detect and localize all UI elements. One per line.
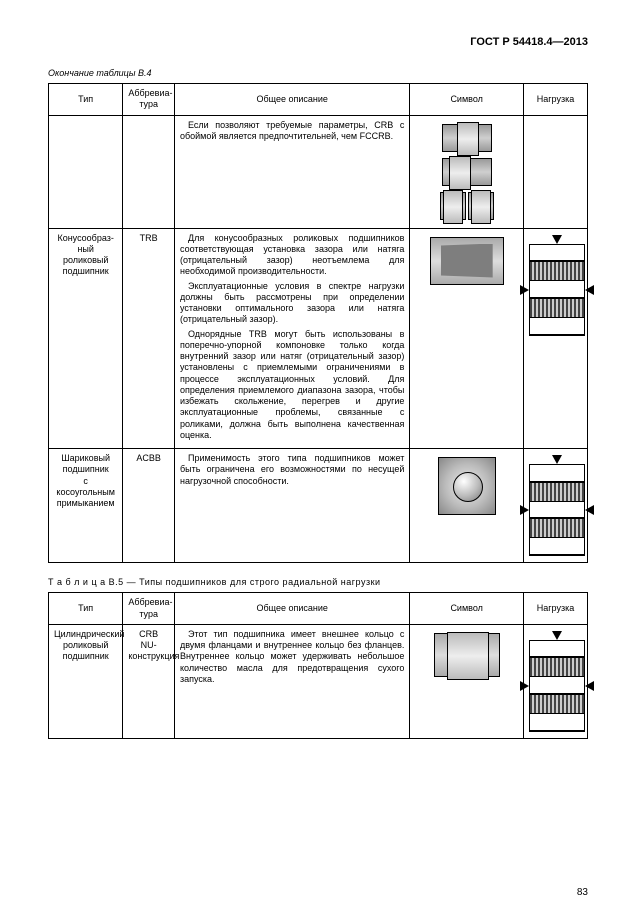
crb_set-symbol <box>415 120 518 224</box>
table-b4-body: Если позволяют требуемые параметры, CRB … <box>49 115 588 563</box>
abbr-cell <box>123 115 175 228</box>
desc-cell: Применимость этого типа подшипников може… <box>174 449 409 563</box>
desc-cell: Если позволяют требуемые параметры, CRB … <box>174 115 409 228</box>
col-header-load: Нагрузка <box>523 593 587 625</box>
radial-load-diagram <box>529 631 585 732</box>
doc-id: ГОСТ Р 54418.4—2013 <box>48 36 588 50</box>
axial_radial-load-diagram <box>529 235 585 336</box>
symbol-cell <box>410 449 524 563</box>
col-header-type: Тип <box>49 593 123 625</box>
table-row: Шариковый подшипник с косоугольным примы… <box>49 449 588 563</box>
desc-paragraph: Если позволяют требуемые параметры, CRB … <box>180 120 404 143</box>
table-header-row: Тип Аббревиа- тура Общее описание Символ… <box>49 593 588 625</box>
desc-cell: Этот тип подшипника имеет внешнее кольцо… <box>174 624 409 738</box>
col-header-desc: Общее описание <box>174 593 409 625</box>
table-header-row: Тип Аббревиа- тура Общее описание Символ… <box>49 84 588 116</box>
desc-paragraph: Однорядные TRB могут быть использованы в… <box>180 329 404 442</box>
desc-paragraph: Этот тип подшипника имеет внешнее кольцо… <box>180 629 404 685</box>
desc-paragraph: Для конусообразных роликовых подшипников… <box>180 233 404 278</box>
load-cell <box>523 449 587 563</box>
type-cell: Шариковый подшипник с косоугольным примы… <box>49 449 123 563</box>
load-cell <box>523 624 587 738</box>
abbr-cell: CRB NU- конструкция <box>123 624 175 738</box>
type-cell <box>49 115 123 228</box>
col-header-symbol: Символ <box>410 84 524 116</box>
table-b4: Тип Аббревиа- тура Общее описание Символ… <box>48 83 588 563</box>
type-cell: Цилиндрический роликовый подшипник <box>49 624 123 738</box>
col-header-load: Нагрузка <box>523 84 587 116</box>
table-row: Конусообраз- ный роликовый подшипникTRBД… <box>49 228 588 449</box>
acbb-symbol <box>415 453 518 519</box>
page-number: 83 <box>577 887 588 900</box>
symbol-cell <box>410 228 524 449</box>
axial_radial-load-diagram <box>529 455 585 556</box>
table-b5-body: Цилиндрический роликовый подшипникCRB NU… <box>49 624 588 738</box>
type-cell: Конусообраз- ный роликовый подшипник <box>49 228 123 449</box>
abbr-cell: ACBB <box>123 449 175 563</box>
page: ГОСТ Р 54418.4—2013 Окончание таблицы В.… <box>0 0 630 913</box>
crbnu-symbol <box>415 629 518 681</box>
trb-symbol <box>415 233 518 289</box>
col-header-abbr: Аббревиа- тура <box>123 593 175 625</box>
symbol-cell <box>410 115 524 228</box>
col-header-desc: Общее описание <box>174 84 409 116</box>
col-header-symbol: Символ <box>410 593 524 625</box>
table-row: Цилиндрический роликовый подшипникCRB NU… <box>49 624 588 738</box>
desc-cell: Для конусообразных роликовых подшипников… <box>174 228 409 449</box>
load-cell <box>523 228 587 449</box>
col-header-abbr: Аббревиа- тура <box>123 84 175 116</box>
desc-paragraph: Эксплуатационные условия в спектре нагру… <box>180 281 404 326</box>
symbol-cell <box>410 624 524 738</box>
table-b4-continuation-label: Окончание таблицы В.4 <box>48 68 588 79</box>
table-row: Если позволяют требуемые параметры, CRB … <box>49 115 588 228</box>
table-b5: Тип Аббревиа- тура Общее описание Символ… <box>48 592 588 739</box>
col-header-type: Тип <box>49 84 123 116</box>
table-b5-title: Т а б л и ц а В.5 — Типы подшипников для… <box>48 577 588 588</box>
desc-paragraph: Применимость этого типа подшипников може… <box>180 453 404 487</box>
load-cell <box>523 115 587 228</box>
abbr-cell: TRB <box>123 228 175 449</box>
